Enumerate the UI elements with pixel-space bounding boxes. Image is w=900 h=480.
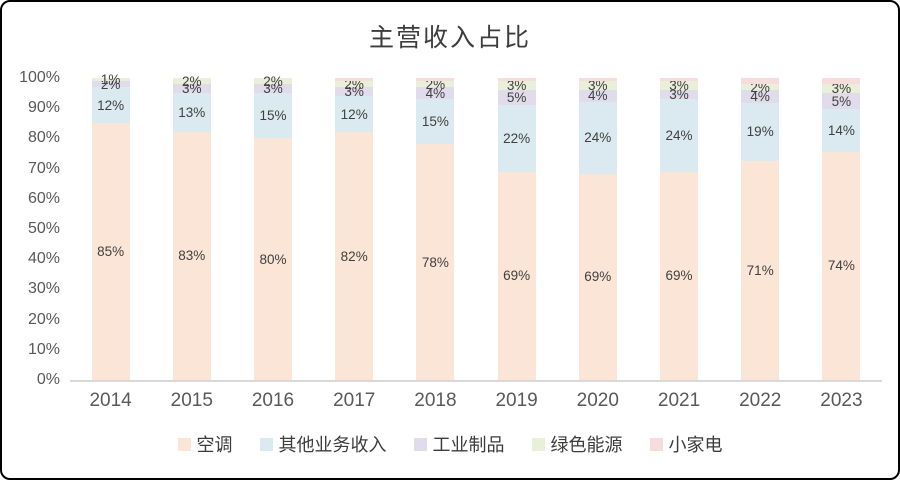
bar-segment-空调 <box>660 171 698 380</box>
bar-segment-其他业务收入 <box>416 99 455 145</box>
bar-segment-其他业务收入 <box>254 93 292 139</box>
x-tick-label: 2017 <box>333 390 376 411</box>
legend-swatch <box>177 437 191 451</box>
bar-2020: 69% 24% 4% 3% <box>578 78 617 380</box>
bar-segment-绿色能源 <box>172 78 211 84</box>
y-tick-label: 30% <box>27 280 60 298</box>
bar-segment-工业制品 <box>578 89 617 102</box>
bar-segment-其他业务收入 <box>741 102 780 162</box>
legend-item-其他业务收入: 其他业务收入 <box>259 431 387 457</box>
y-axis: 0% 10% 20% 30% 40% 50% 60% 70% 80% 90% 100% <box>2 70 60 388</box>
bar-segment-工业制品 <box>822 93 861 109</box>
legend-item-绿色能源: 绿色能源 <box>531 431 623 457</box>
bar-segment-其他业务收入 <box>497 105 536 172</box>
y-tick-label: 80% <box>27 129 60 147</box>
bar-segment-小家电 <box>741 78 780 85</box>
x-tick-label: 2014 <box>89 390 132 411</box>
legend-item-小家电: 小家电 <box>649 431 723 457</box>
bar-2015: 83% 13% 3% 2% <box>172 74 211 380</box>
x-tick-label: 2016 <box>251 390 295 411</box>
legend-item-工业制品: 工业制品 <box>413 431 505 457</box>
bar-segment-小家电 <box>497 78 536 82</box>
bar-segment-小家电 <box>578 78 617 81</box>
bar-segment-其他业务收入 <box>335 96 374 133</box>
bar-segment-小家电 <box>660 78 698 82</box>
bar-segment-工业制品 <box>741 90 780 103</box>
bar-segment-工业制品 <box>172 83 211 93</box>
chart-title: 主营收入占比 <box>368 25 531 52</box>
bar-2014: 85% 12% 2% 1% <box>91 73 130 380</box>
bar-2022: 71% 19% 4% 2% <box>741 78 780 380</box>
plot-area: 85% 12% 2% 1% 83% 13% 3% 2% 80% 15% 3% 2% 82% 12% 3% 2%… <box>70 73 882 382</box>
legend-label: 绿色能源 <box>550 435 623 455</box>
bar-segment-绿色能源 <box>660 81 698 91</box>
bar-segment-其他业务收入 <box>172 92 211 132</box>
bar-segment-空调 <box>335 132 374 380</box>
y-tick-label: 20% <box>27 310 60 328</box>
bar-segment-绿色能源 <box>254 78 292 85</box>
legend-label: 空调 <box>196 435 233 455</box>
bar-segment-绿色能源 <box>578 81 617 90</box>
bar-segment-其他业务收入 <box>91 87 130 124</box>
bar-segment-工业制品 <box>416 87 455 100</box>
bar-2019: 69% 22% 5% 3% <box>497 78 536 380</box>
bar-segment-绿色能源 <box>335 81 374 88</box>
legend-swatch <box>531 437 545 451</box>
legend-label: 其他业务收入 <box>278 435 387 455</box>
bar-segment-其他业务收入 <box>660 99 698 172</box>
legend-swatch <box>259 437 273 451</box>
bar-segment-其他业务收入 <box>578 101 617 174</box>
y-tick-label: 50% <box>27 220 60 237</box>
x-tick-label: 2023 <box>820 390 863 411</box>
x-tick-label: 2022 <box>739 390 782 411</box>
bar-segment-空调 <box>416 144 455 380</box>
legend-swatch <box>413 437 427 451</box>
bar-segment-空调 <box>578 173 617 380</box>
y-tick-label: 90% <box>27 99 60 117</box>
bar-segment-小家电 <box>416 78 455 82</box>
bar-2017: 82% 12% 3% 2% <box>335 77 374 380</box>
y-tick-label: 60% <box>27 189 60 207</box>
bar-segment-绿色能源 <box>822 84 861 94</box>
bar-segment-空调 <box>497 171 536 380</box>
bar-segment-绿色能源 <box>497 81 536 91</box>
x-axis: 2014 2015 2016 2017 2018 2019 2020 2021 2022 2023 <box>70 390 882 412</box>
y-tick-label: 40% <box>27 250 60 268</box>
bar-2023: 74% 14% 5% 3% <box>822 78 861 380</box>
bar-segment-空调 <box>741 161 780 380</box>
y-tick-label: 100% <box>19 69 60 86</box>
y-tick-label: 0% <box>36 371 60 388</box>
bar-segment-其他业务收入 <box>822 108 861 152</box>
legend-item-空调: 空调 <box>177 431 233 457</box>
y-tick-label: 10% <box>27 340 60 358</box>
legend-label: 小家电 <box>668 435 723 455</box>
x-tick-label: 2020 <box>576 390 619 411</box>
bar-segment-工业制品 <box>91 81 130 88</box>
legend-swatch <box>649 437 663 451</box>
bar-segment-空调 <box>254 138 292 380</box>
bar-segment-工业制品 <box>660 90 698 100</box>
bar-segment-工业制品 <box>335 87 374 97</box>
bar-segment-空调 <box>822 151 861 380</box>
bar-2021: 69% 24% 3% 3% <box>660 78 698 380</box>
bar-segment-工业制品 <box>254 84 292 94</box>
x-tick-label: 2018 <box>414 390 457 411</box>
legend: 空调 其他业务收入 工业制品 绿色能源 小家电 <box>2 431 898 457</box>
bar-segment-空调 <box>172 131 211 380</box>
bar-segment-绿色能源 <box>91 78 130 82</box>
legend-label: 工业制品 <box>432 435 505 455</box>
bar-segment-绿色能源 <box>416 81 455 88</box>
y-tick-label: 70% <box>27 159 60 177</box>
bar-2016: 80% 15% 3% 2% <box>254 74 292 380</box>
bar-segment-小家电 <box>335 78 374 82</box>
x-tick-label: 2021 <box>657 390 701 411</box>
bar-segment-小家电 <box>822 78 861 85</box>
x-tick-label: 2019 <box>495 390 538 411</box>
bar-segment-空调 <box>91 123 130 380</box>
x-tick-label: 2015 <box>170 390 213 411</box>
bar-2018: 78% 15% 4% 2% <box>416 77 455 380</box>
bar-segment-工业制品 <box>497 90 536 106</box>
bar-segment-绿色能源 <box>741 84 780 91</box>
